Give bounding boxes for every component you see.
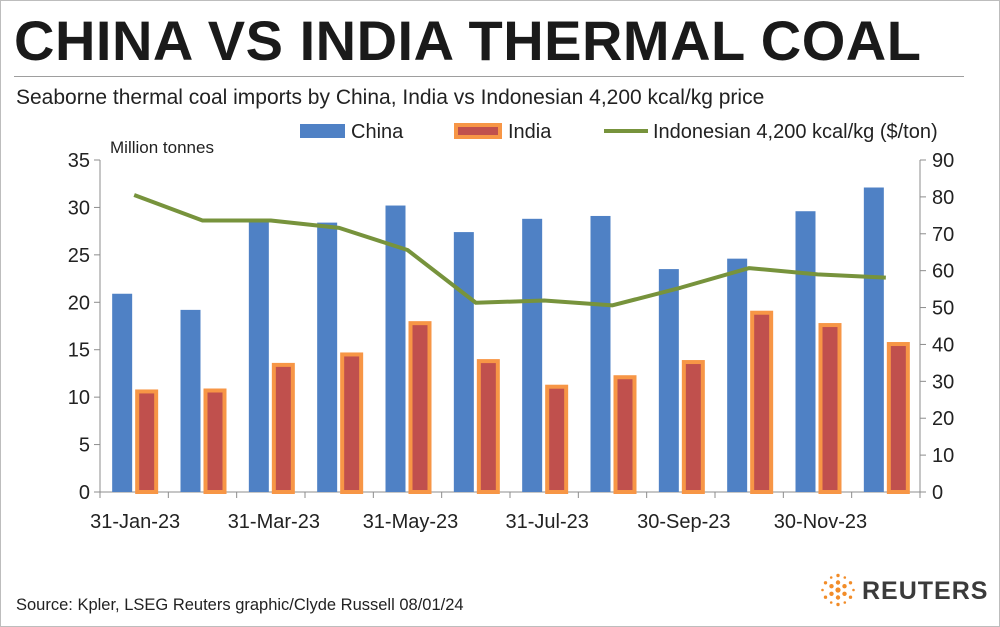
bar-china [795,211,816,493]
bar-china [863,187,884,492]
y-left-tick-label: 25 [68,245,90,267]
legend-label-indonesian-price: Indonesian 4,200 kcal/kg ($/ton) [653,121,938,143]
bar-china [317,222,338,492]
bar-india [476,359,500,494]
bar-india [135,389,159,494]
reuters-logo: REUTERS [818,572,988,608]
bar-china [248,219,269,492]
y-right-tick-label: 10 [932,445,954,467]
y-left-tick-label: 35 [68,150,90,172]
bar-india [681,360,705,494]
bar-china [590,215,611,493]
y-right-tick-label: 80 [932,187,954,209]
bar-india [271,362,295,494]
x-tick-label: 30-Nov-23 [774,511,867,533]
reuters-logo-text: REUTERS [862,577,989,605]
chart-title: CHINA VS INDIA THERMAL COAL [14,9,922,72]
x-tick-label: 30-Sep-23 [637,511,730,533]
line-indonesian-price [133,193,886,308]
x-tick-label: 31-Jan-23 [90,511,180,533]
x-tick-label: 31-May-23 [363,511,459,533]
x-tick-label: 31-Mar-23 [228,511,320,533]
y-axis-title: Million tonnes [110,138,214,157]
y-left-tick-label: 20 [68,292,90,314]
legend-label-india: India [508,121,552,143]
bar-india [886,342,910,494]
bar-china [727,258,748,492]
bar-india [545,384,569,494]
chart-subtitle: Seaborne thermal coal imports by China, … [16,86,765,109]
bar-china [658,269,679,492]
y-right-tick-label: 20 [932,408,954,430]
y-left-tick-label: 15 [68,340,90,362]
y-left-tick-label: 30 [68,197,90,219]
x-tick-label: 31-Jul-23 [505,511,588,533]
y-right-tick-label: 70 [932,224,954,246]
bar-china [453,232,474,492]
y-left-tick-label: 10 [68,387,90,409]
y-right-tick-label: 60 [932,261,954,283]
y-right-tick-label: 40 [932,334,954,356]
legend-swatch-india [454,123,502,139]
y-left-tick-label: 0 [79,482,90,504]
bar-china [522,218,543,492]
bar-india [340,352,364,495]
bar-india [203,388,227,495]
y-right-tick-label: 30 [932,371,954,393]
bar-india [613,375,637,495]
bar-india [818,323,842,494]
bar-india [750,310,774,494]
y-left-tick-label: 5 [79,435,90,457]
y-right-tick-label: 50 [932,298,954,320]
reuters-logo-icon [821,573,855,607]
bar-china [180,309,201,492]
y-right-tick-label: 90 [932,150,954,172]
bar-china [385,205,406,492]
legend-label-china: China [351,121,404,143]
y-right-tick-label: 0 [932,482,943,504]
source-note: Source: Kpler, LSEG Reuters graphic/Clyd… [16,596,464,614]
legend-swatch-china [300,124,345,138]
title-divider [14,76,964,77]
bar-india [408,321,432,495]
bar-china [112,293,133,492]
